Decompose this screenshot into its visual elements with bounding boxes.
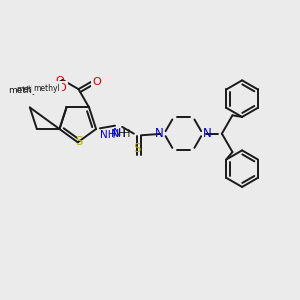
Text: NH: NH <box>100 130 115 140</box>
Text: S: S <box>134 142 141 154</box>
Text: O: O <box>56 76 64 86</box>
Text: methyl: methyl <box>16 85 43 94</box>
Text: H: H <box>123 129 130 139</box>
Text: S: S <box>75 135 82 148</box>
Text: O: O <box>94 76 103 86</box>
Text: N: N <box>113 128 121 138</box>
Text: methyl: methyl <box>8 85 40 94</box>
Text: N: N <box>203 127 212 140</box>
Text: N: N <box>155 127 164 140</box>
Text: O: O <box>93 77 102 87</box>
Text: O: O <box>57 83 66 93</box>
Text: methyl: methyl <box>34 84 60 93</box>
Text: H: H <box>118 129 125 139</box>
Text: N: N <box>111 129 119 139</box>
